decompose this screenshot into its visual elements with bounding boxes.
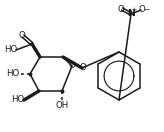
- Text: OH: OH: [55, 102, 69, 110]
- Text: O: O: [118, 4, 124, 13]
- Text: HO: HO: [6, 70, 20, 79]
- Text: HO: HO: [4, 46, 18, 55]
- Text: O: O: [69, 60, 75, 70]
- Text: −: −: [143, 7, 149, 13]
- Text: O: O: [80, 62, 86, 72]
- Text: O: O: [139, 6, 145, 15]
- Text: +: +: [131, 7, 137, 13]
- Text: N: N: [127, 10, 135, 18]
- Text: O: O: [19, 30, 25, 39]
- Text: HO: HO: [11, 95, 25, 105]
